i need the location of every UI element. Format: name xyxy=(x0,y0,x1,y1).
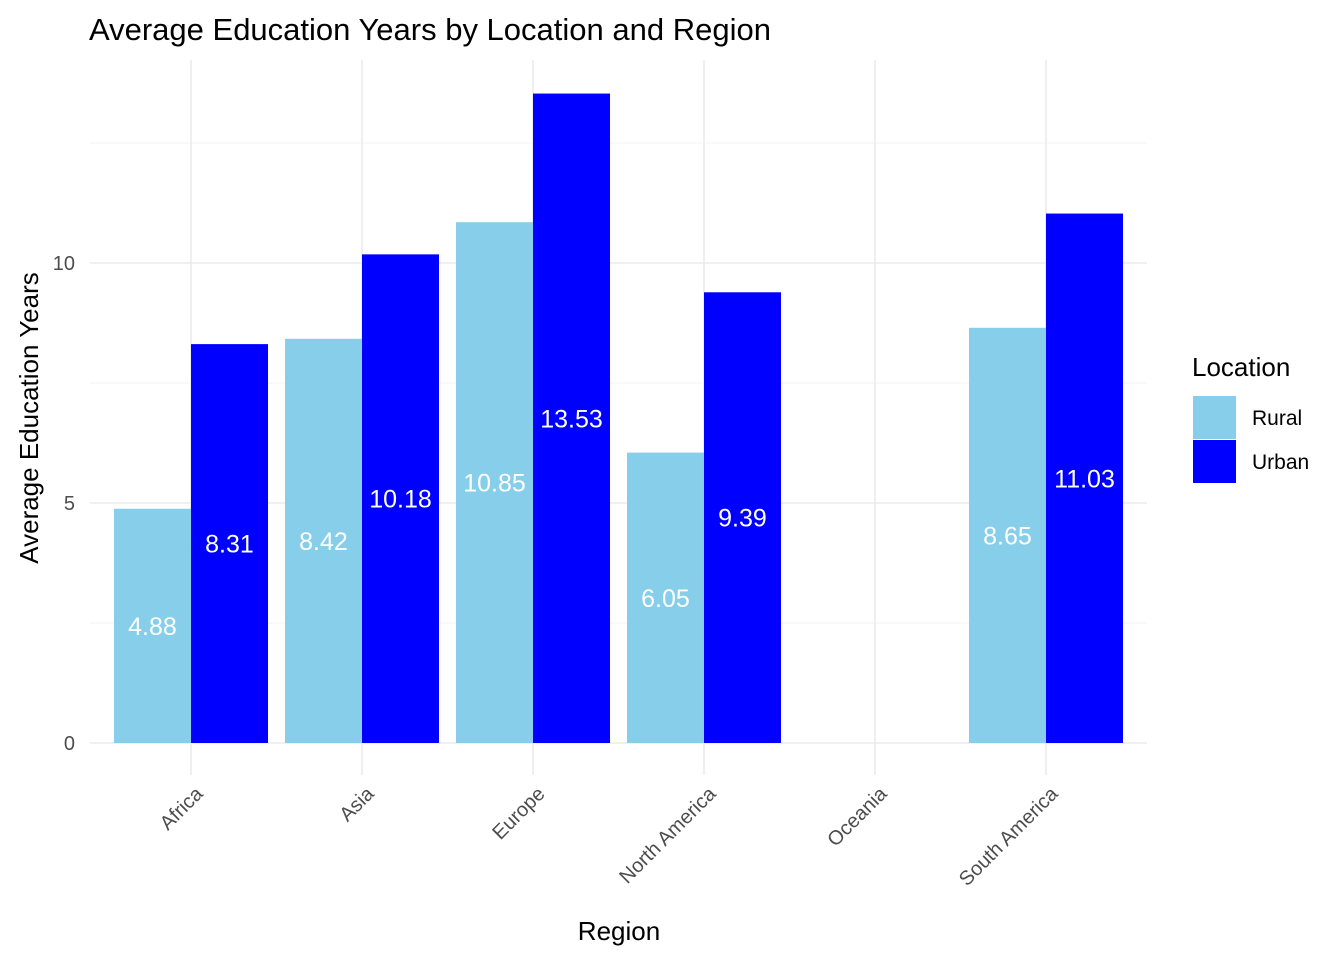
bar-value-label: 4.88 xyxy=(128,613,177,641)
x-tick-label: Europe xyxy=(488,783,549,844)
x-tick-label: Africa xyxy=(156,782,208,834)
x-tick-label: North America xyxy=(615,782,721,888)
bar-urban-asia xyxy=(362,254,439,744)
y-tick-label: 5 xyxy=(64,493,75,515)
legend: Location Rural Urban xyxy=(1192,352,1309,483)
legend-label-urban: Urban xyxy=(1252,451,1309,474)
bar-value-label: 10.85 xyxy=(463,470,526,498)
bar-value-label: 8.42 xyxy=(299,528,348,556)
chart-title: Average Education Years by Location and … xyxy=(89,12,771,47)
bar-urban-europe xyxy=(533,93,610,743)
bar-value-label: 8.31 xyxy=(205,531,254,559)
y-axis-title: Average Education Years xyxy=(14,272,44,564)
x-tick-label: Asia xyxy=(335,782,379,826)
y-axis-ticks: 0 5 10 xyxy=(53,253,75,755)
y-tick-label: 10 xyxy=(53,253,75,275)
bar-rural-africa xyxy=(114,508,191,743)
bar-value-label: 8.65 xyxy=(983,522,1032,550)
x-tick-label: South America xyxy=(955,782,1063,890)
bar-value-label: 10.18 xyxy=(369,486,432,514)
bar-rural-asia xyxy=(285,338,362,743)
bar-value-label: 6.05 xyxy=(641,585,690,613)
legend-key-urban xyxy=(1193,440,1236,483)
legend-key-rural xyxy=(1193,396,1236,439)
y-tick-label: 0 xyxy=(64,733,75,755)
bar-urban-south-america xyxy=(1046,213,1123,743)
legend-label-rural: Rural xyxy=(1252,407,1302,430)
x-tick-label: Oceania xyxy=(823,782,892,851)
bar-value-label: 11.03 xyxy=(1054,465,1115,493)
bar-urban-africa xyxy=(191,344,268,743)
bars xyxy=(114,93,1123,744)
x-axis-ticks: Africa Asia Europe North America Oceania Sout… xyxy=(156,782,1063,890)
bar-labels: 4.88 8.31 8.42 10.18 10.85 13.53 6.05 9.39 8.65 1… xyxy=(128,405,1115,641)
bar-rural-south-america xyxy=(969,327,1046,743)
bar-rural-europe xyxy=(456,222,533,743)
x-axis-title: Region xyxy=(578,916,660,946)
bar-value-label: 9.39 xyxy=(718,505,767,533)
bar-rural-north-america xyxy=(627,452,704,743)
bar-urban-north-america xyxy=(704,292,781,743)
legend-title: Location xyxy=(1192,352,1290,382)
bar-value-label: 13.53 xyxy=(540,405,603,433)
